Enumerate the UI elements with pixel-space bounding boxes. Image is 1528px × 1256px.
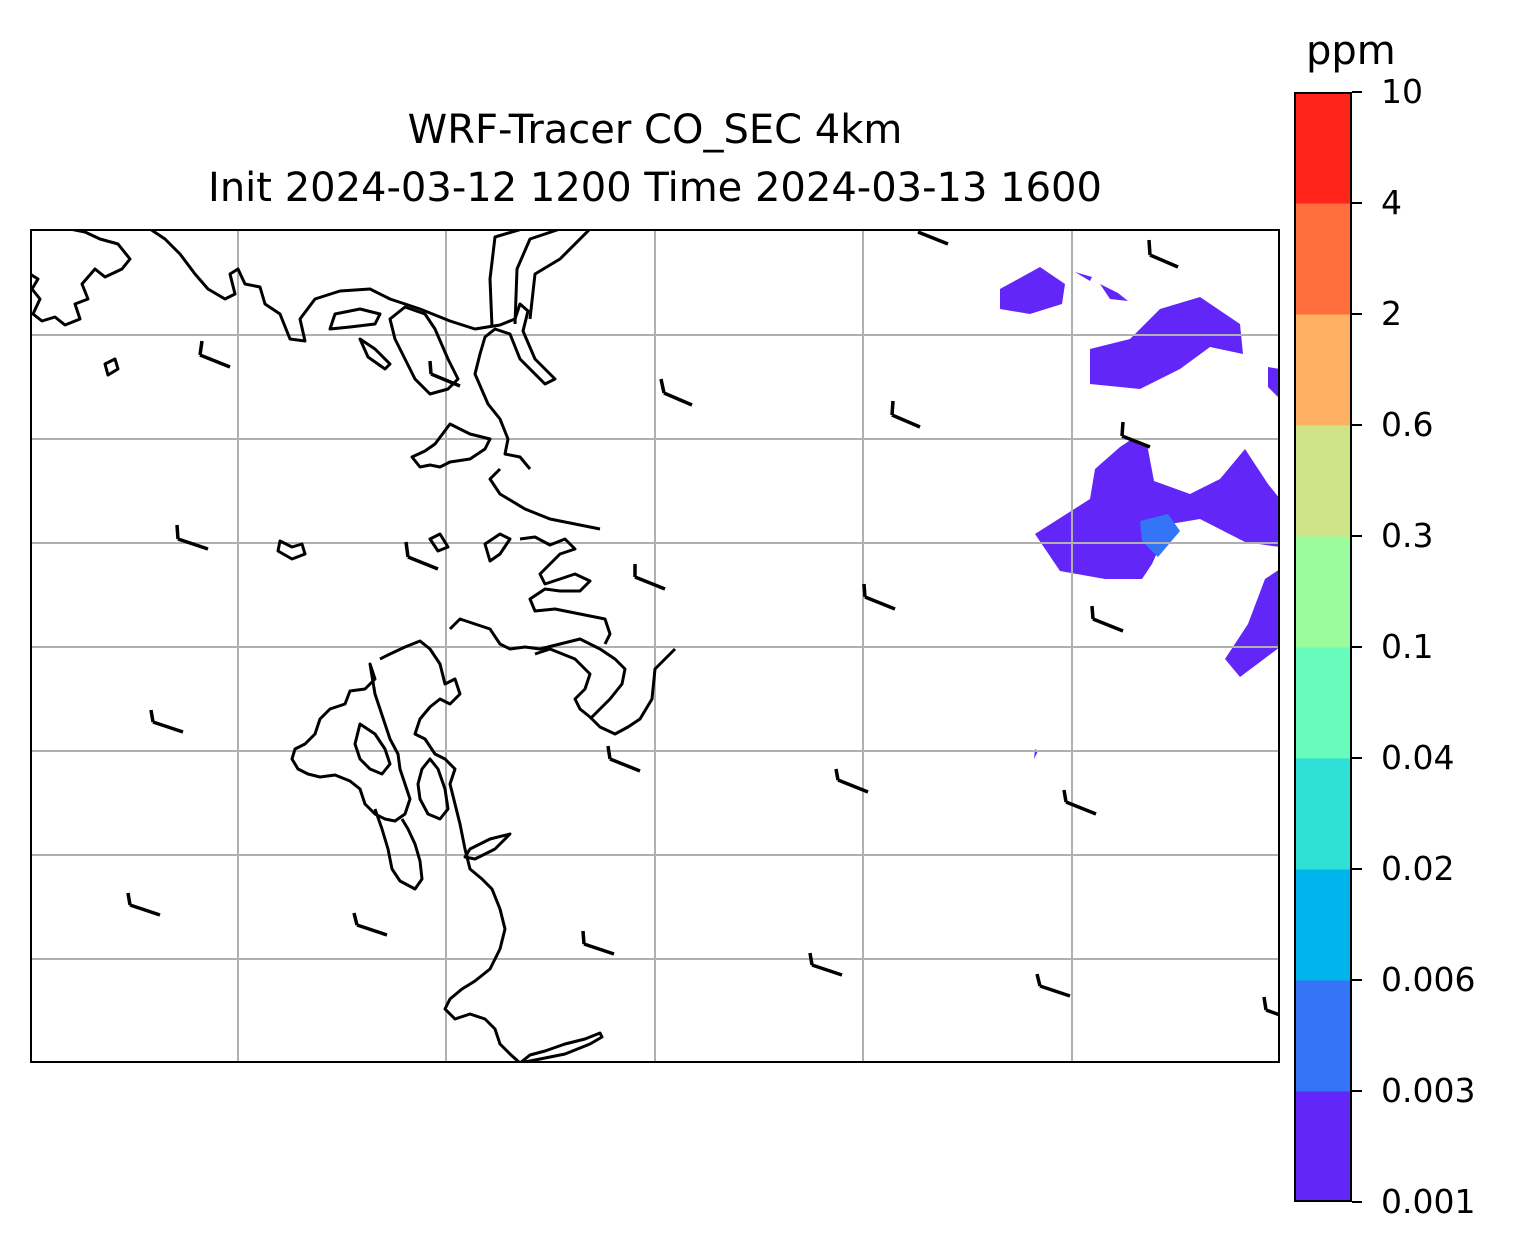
colorbar-band <box>1294 758 1352 870</box>
colorbar-band <box>1294 92 1352 204</box>
coastline <box>353 722 392 776</box>
wind-barb <box>890 400 921 429</box>
colorbar-band <box>1294 314 1352 426</box>
wind-barb <box>633 564 666 591</box>
colorbar-tick-mark <box>1352 646 1362 648</box>
coastline <box>358 337 392 371</box>
wind-barb <box>1262 996 1280 1017</box>
colorbar-band <box>1294 980 1352 1092</box>
wind-barb <box>149 709 184 734</box>
tracer-patch <box>1225 569 1280 677</box>
coastline <box>379 639 507 950</box>
wind-barb <box>1120 421 1151 449</box>
colorbar-tick-label: 10 <box>1381 72 1423 111</box>
colorbar-band <box>1294 647 1352 759</box>
coastline <box>519 535 612 645</box>
colorbar-tick-mark <box>1352 424 1362 426</box>
colorbar-tick-label: 0.02 <box>1381 849 1455 888</box>
colorbar-band <box>1294 425 1352 537</box>
wind-barb <box>834 768 869 794</box>
coastline <box>290 662 412 823</box>
wind-barb <box>126 892 161 917</box>
wind-barb <box>428 360 461 388</box>
wind-barb <box>862 583 896 611</box>
coastline <box>373 808 424 891</box>
wind-barbs <box>126 230 1280 1017</box>
wind-barb <box>404 541 439 571</box>
coastline <box>410 422 492 469</box>
wind-barb <box>808 952 843 977</box>
colorbar-tick-label: 0.006 <box>1381 960 1476 999</box>
colorbar-tick-label: 0.3 <box>1381 516 1434 555</box>
colorbar-tick-mark <box>1352 91 1362 93</box>
tracer-patch <box>1268 367 1280 399</box>
coastline <box>276 539 307 561</box>
colorbar-tick-mark <box>1352 313 1362 315</box>
colorbar <box>1294 92 1352 1202</box>
colorbar-tick-label: 0.6 <box>1381 405 1434 444</box>
colorbar-tick-mark <box>1352 757 1362 759</box>
wind-barb <box>1035 973 1071 998</box>
colorbar-band <box>1294 869 1352 981</box>
map-title-line1: WRF-Tracer CO_SEC 4km <box>407 107 903 153</box>
coastline <box>428 532 450 553</box>
wind-barb <box>917 230 949 246</box>
coastline <box>488 467 601 531</box>
tracer-patch <box>1100 284 1128 301</box>
coastline <box>483 532 512 563</box>
colorbar-tick-mark <box>1352 979 1362 981</box>
colorbar-tick-mark <box>1352 535 1362 537</box>
coastline <box>103 357 120 377</box>
wind-barb <box>198 340 231 369</box>
colorbar-tick-label: 0.04 <box>1381 738 1455 777</box>
tracer-field <box>1000 267 1280 759</box>
coastline <box>30 229 132 327</box>
wind-barb <box>1062 789 1097 816</box>
map-title-line2: Init 2024-03-12 1200 Time 2024-03-13 160… <box>208 165 1102 211</box>
wind-barb <box>581 930 615 956</box>
map-plot <box>30 229 1280 1063</box>
colorbar-tick-mark <box>1352 868 1362 870</box>
wind-barb <box>175 524 209 551</box>
coastline <box>528 229 592 320</box>
wind-barb <box>1147 239 1179 269</box>
colorbar-tick-label: 0.001 <box>1381 1182 1476 1221</box>
tracer-patch <box>1075 272 1092 281</box>
colorbar-tick-mark <box>1352 1201 1362 1203</box>
coastline <box>488 229 523 328</box>
map-frame <box>30 229 1280 1063</box>
coastline <box>518 1031 604 1063</box>
coastline <box>416 757 450 821</box>
wind-barb <box>659 378 693 407</box>
coastline <box>463 832 512 861</box>
coastline <box>513 229 561 325</box>
tracer-patch <box>1000 267 1065 314</box>
colorbar-tick-label: 2 <box>1381 294 1402 333</box>
tracer-patch <box>1090 297 1243 389</box>
colorbar-tick-mark <box>1352 202 1362 204</box>
coastline <box>443 948 522 1063</box>
colorbar-tick-label: 0.003 <box>1381 1071 1476 1110</box>
tracer-patch <box>1140 514 1180 557</box>
coastline <box>448 617 627 721</box>
gridlines <box>30 229 1280 1063</box>
colorbar-tick-label: 0.1 <box>1381 627 1434 666</box>
colorbar-band <box>1294 1091 1352 1202</box>
wind-barb <box>1090 605 1124 633</box>
colorbar-tick-label: 4 <box>1381 183 1402 222</box>
colorbar-band <box>1294 203 1352 315</box>
wind-barb <box>352 912 388 937</box>
wind-barb <box>606 745 641 773</box>
coastline <box>534 647 677 736</box>
colorbar-unit: ppm <box>1306 28 1396 74</box>
colorbar-tick-mark <box>1352 1090 1362 1092</box>
colorbar-band <box>1294 536 1352 648</box>
coastline <box>328 307 382 331</box>
coastline <box>149 229 557 470</box>
